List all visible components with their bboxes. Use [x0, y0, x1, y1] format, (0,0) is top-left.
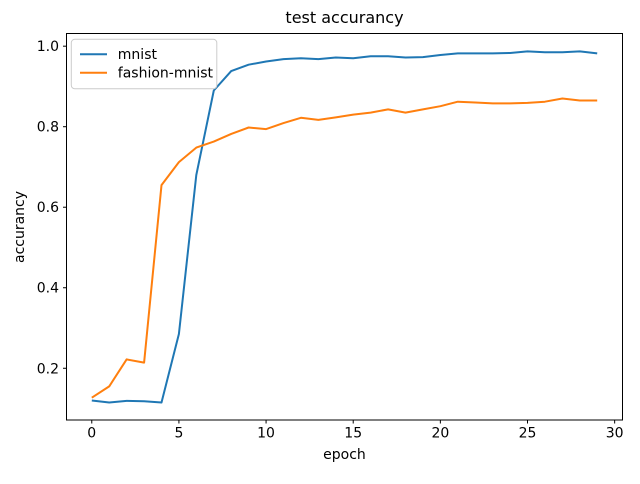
x-tick-label: 25: [519, 426, 537, 442]
legend-label-fashion-mnist: fashion-mnist: [118, 65, 214, 81]
y-tick-label: 0.6: [37, 200, 59, 216]
y-axis-label: accurancy: [12, 191, 28, 263]
x-tick-label: 20: [431, 426, 449, 442]
x-tick-label: 15: [344, 426, 362, 442]
chart-title: test accurancy: [285, 8, 403, 27]
x-tick-label: 5: [174, 426, 183, 442]
plot-area: 0 5 10 15 20 25 30 0.2 0.4 0.6 0.8 1.0: [37, 33, 624, 442]
legend-frame: [70, 38, 218, 90]
y-tick-label: 0.8: [37, 120, 59, 136]
y-tick-label: 0.2: [37, 361, 59, 377]
series-line-mnist: [91, 50, 598, 404]
series-line-fashion-mnist: [91, 97, 598, 399]
x-axis-label: epoch: [323, 447, 366, 463]
legend-label-mnist: mnist: [118, 47, 158, 63]
axes-spines: [66, 33, 623, 421]
x-tick-label: 30: [606, 426, 624, 442]
legend: mnist fashion-mnist: [70, 38, 218, 90]
y-tick-label: 0.4: [37, 281, 59, 297]
y-tick-label: 1.0: [37, 39, 59, 55]
x-tick-label: 0: [87, 426, 96, 442]
x-tick-label: 10: [257, 426, 275, 442]
